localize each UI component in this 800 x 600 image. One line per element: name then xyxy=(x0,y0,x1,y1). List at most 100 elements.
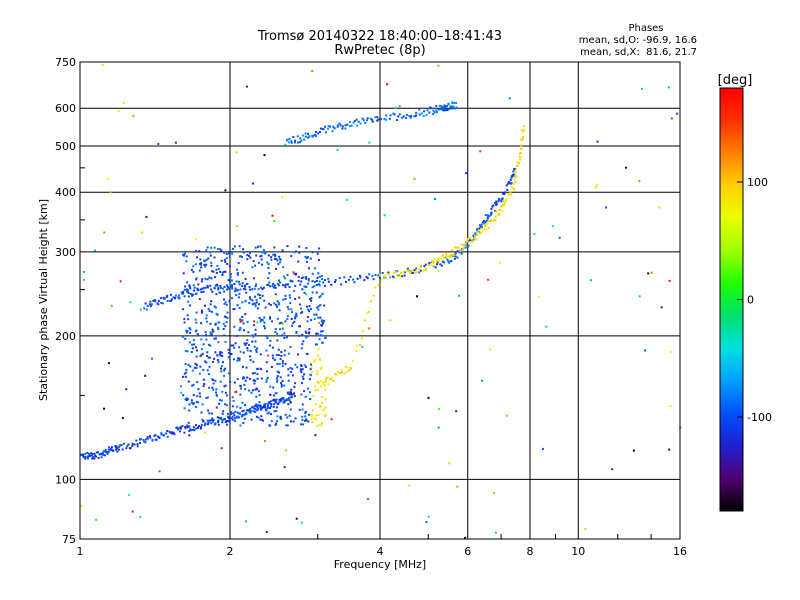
echo-point xyxy=(483,228,486,231)
echo-point xyxy=(214,276,217,279)
echo-point xyxy=(262,249,265,251)
echo-point xyxy=(231,396,234,399)
echo-point xyxy=(266,261,269,264)
echo-point xyxy=(232,400,235,402)
echo-point xyxy=(293,251,296,254)
echo-point xyxy=(314,133,317,136)
echo-point xyxy=(206,419,209,422)
echo-point xyxy=(280,382,283,385)
echo-point xyxy=(287,283,289,286)
echo-point xyxy=(241,365,244,368)
echo-point xyxy=(669,405,672,408)
echo-point xyxy=(198,298,201,300)
echo-point xyxy=(433,257,436,260)
echo-point xyxy=(274,400,277,403)
echo-point xyxy=(127,443,130,446)
echo-point xyxy=(315,291,318,294)
echo-point xyxy=(185,260,188,263)
echo-point xyxy=(215,394,218,397)
echo-point xyxy=(594,186,597,189)
echo-point xyxy=(381,272,384,274)
echo-point xyxy=(310,374,312,377)
echo-point xyxy=(460,243,463,246)
echo-point xyxy=(202,287,205,290)
echo-point xyxy=(196,287,199,290)
echo-point xyxy=(224,367,227,370)
echo-point xyxy=(215,337,217,340)
echo-point xyxy=(355,118,358,121)
echo-point xyxy=(181,335,184,338)
echo-point xyxy=(205,397,208,399)
echo-point xyxy=(334,373,336,376)
echo-point xyxy=(321,322,324,325)
echo-point xyxy=(252,182,254,185)
echo-point xyxy=(222,328,225,330)
echo-point xyxy=(512,173,514,176)
echo-point xyxy=(197,426,199,429)
echo-point xyxy=(153,299,156,301)
echo-point xyxy=(310,299,313,302)
echo-point xyxy=(190,268,193,271)
echo-point xyxy=(442,254,444,257)
info-line-o: mean, sd,O: -96.9, 16.6 xyxy=(579,35,697,46)
echo-point xyxy=(217,327,220,330)
echo-point xyxy=(174,294,177,297)
echo-point xyxy=(254,305,257,308)
echo-point xyxy=(518,155,521,158)
echo-point xyxy=(508,97,511,100)
echo-point xyxy=(315,130,317,133)
echo-point xyxy=(205,317,208,320)
echo-point xyxy=(188,285,191,288)
echo-point xyxy=(644,349,647,352)
echo-point xyxy=(194,362,197,365)
echo-point xyxy=(449,105,452,108)
echo-point xyxy=(284,286,287,289)
echo-point xyxy=(258,394,261,397)
echo-point xyxy=(316,276,319,279)
echo-point xyxy=(505,414,508,417)
echo-point xyxy=(195,427,198,430)
echo-point xyxy=(361,345,364,348)
echo-point xyxy=(120,444,123,447)
echo-point xyxy=(225,420,228,422)
echo-point xyxy=(206,396,209,399)
echo-point xyxy=(234,287,237,290)
echo-point xyxy=(520,144,523,147)
echo-point xyxy=(332,125,335,128)
echo-point xyxy=(440,107,443,110)
echo-point xyxy=(216,247,219,250)
echo-point xyxy=(239,424,242,427)
echo-point xyxy=(242,251,245,254)
echo-point xyxy=(116,447,119,450)
echo-point xyxy=(321,422,323,424)
echo-point xyxy=(289,302,292,305)
echo-point xyxy=(307,279,310,282)
echo-point xyxy=(229,381,232,383)
echo-point xyxy=(287,403,290,406)
echo-point xyxy=(512,170,515,173)
echo-point xyxy=(385,114,388,117)
echo-point xyxy=(184,427,187,430)
echo-point xyxy=(359,122,362,125)
echo-point xyxy=(427,515,430,518)
echo-point xyxy=(311,421,314,424)
echo-point xyxy=(221,399,223,402)
echo-point xyxy=(248,355,251,358)
echo-point xyxy=(227,415,230,418)
echo-point xyxy=(131,510,134,513)
echo-point xyxy=(107,448,110,451)
echo-point xyxy=(102,453,105,456)
echo-point xyxy=(169,293,172,296)
echo-point xyxy=(310,297,313,300)
echo-point xyxy=(254,333,257,336)
echo-point xyxy=(414,271,417,274)
echo-point xyxy=(261,319,264,322)
echo-point xyxy=(122,102,125,104)
echo-point xyxy=(257,390,260,393)
echo-point xyxy=(144,441,147,444)
echo-point xyxy=(100,456,103,459)
echo-point xyxy=(198,392,201,395)
echo-point xyxy=(205,249,208,252)
echo-point xyxy=(274,328,277,331)
echo-point xyxy=(248,255,251,257)
